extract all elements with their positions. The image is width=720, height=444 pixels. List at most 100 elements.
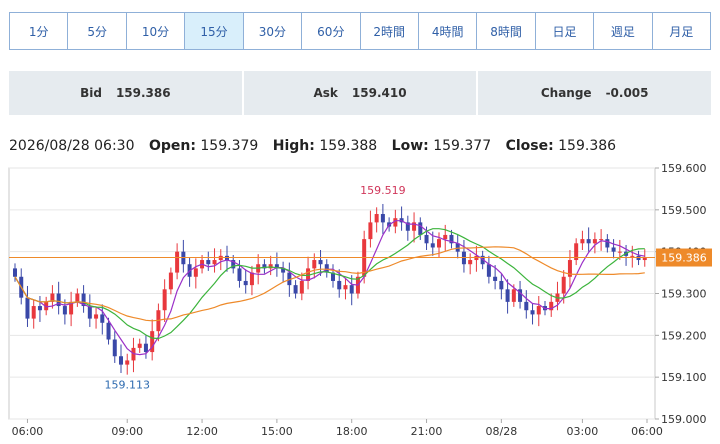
candle [193, 258, 198, 289]
x-tick-label: 15:00 [261, 425, 293, 438]
open-value: 159.379 [200, 138, 259, 154]
candle-body [349, 285, 354, 294]
candle [493, 265, 498, 290]
price-chart[interactable]: 159.600159.500159.400159.300159.200159.1… [0, 160, 720, 444]
candle-body [25, 297, 30, 319]
candle [106, 317, 111, 345]
timeframe-tab[interactable]: 10分 [126, 13, 186, 49]
candle-body [368, 222, 373, 240]
timeframe-tab[interactable]: 月足 [652, 13, 711, 49]
candle-body [62, 306, 67, 315]
candle-body [561, 276, 566, 294]
candle-body [175, 251, 180, 273]
candle-body [231, 260, 236, 269]
candle [374, 207, 379, 233]
candle-body [100, 314, 105, 323]
timeframe-tab[interactable]: 8時間 [477, 13, 536, 49]
candle-body [56, 293, 61, 307]
candle [486, 255, 491, 284]
candle [455, 234, 460, 259]
candle-body [486, 264, 491, 277]
candle [50, 285, 55, 309]
candle-body [374, 214, 379, 223]
candle-body [318, 260, 323, 265]
candle [62, 299, 67, 325]
candle-body [642, 257, 647, 261]
candle-body [162, 289, 167, 311]
candle-body [69, 301, 74, 315]
candle-body [243, 280, 248, 286]
candle [349, 275, 354, 306]
candle [549, 293, 554, 317]
candle-body [75, 293, 80, 302]
candle-body [112, 339, 117, 357]
candle [249, 265, 254, 296]
y-tick-label: 159.600 [661, 162, 707, 175]
candle-body [586, 239, 591, 244]
high-value: 159.388 [319, 138, 378, 154]
y-tick-label: 159.100 [661, 371, 707, 384]
candle [168, 267, 173, 295]
candle-body [599, 239, 604, 241]
candle-body [468, 260, 473, 265]
timeframe-tab[interactable]: 日足 [535, 13, 595, 49]
ma-long-line [14, 246, 645, 322]
candle-body [430, 243, 435, 248]
candle [380, 203, 385, 235]
timeframe-tab[interactable]: 週足 [594, 13, 653, 49]
candle [299, 272, 304, 301]
candle [143, 335, 148, 359]
open-label: Open: [148, 138, 196, 154]
candle-body [455, 243, 460, 252]
candle [505, 279, 510, 314]
candle-body [106, 322, 111, 340]
candle-body [94, 314, 99, 319]
candle-body [37, 306, 42, 311]
timeframe-tab[interactable]: 5分 [68, 13, 127, 49]
x-tick-label: 21:00 [411, 425, 443, 438]
candle [567, 249, 572, 289]
timeframe-tab[interactable]: 30分 [243, 13, 303, 49]
x-tick-label: 08/28 [486, 425, 518, 438]
candle [611, 239, 616, 259]
candle [150, 319, 155, 361]
candle-body [393, 218, 398, 227]
candle-body [437, 239, 441, 248]
candle [119, 344, 123, 373]
candle [56, 281, 61, 315]
high-annotation: 159.519 [360, 184, 406, 197]
timeframe-tab[interactable]: 4時間 [418, 13, 478, 49]
timeframe-tab[interactable]: 15分 [185, 13, 244, 49]
candle [343, 278, 348, 300]
current-price-tag [656, 248, 712, 267]
y-tick-label: 159.500 [661, 204, 707, 217]
timeframe-tab[interactable]: 1分 [10, 13, 69, 49]
timeframe-tabs: 1分 5分 10分 15分 30分 60分 2時間 4時間 8時間 日足 週足 月足 [9, 12, 711, 50]
close-label: Close: [505, 138, 554, 154]
candle-body [150, 331, 155, 353]
candle-body [249, 272, 254, 286]
candle-body [312, 260, 317, 269]
high-label: High: [272, 138, 315, 154]
candle [112, 331, 117, 363]
bid-value: 159.386 [115, 86, 171, 100]
y-tick-label: 159.300 [661, 288, 707, 301]
candle [630, 245, 635, 268]
candle [69, 291, 74, 327]
candle [243, 269, 248, 294]
ohlc-datetime: 2026/08/28 06:30 [9, 138, 135, 154]
candle [94, 307, 99, 329]
candle [324, 259, 329, 278]
candle [605, 234, 610, 253]
candle-body [119, 356, 123, 365]
timeframe-tab[interactable]: 60分 [302, 13, 361, 49]
candle-body [549, 301, 554, 311]
candle-body [611, 247, 616, 252]
candle [586, 227, 591, 252]
candle-body [617, 251, 622, 253]
bid-label: Bid [80, 86, 102, 100]
timeframe-tab[interactable]: 2時間 [360, 13, 419, 49]
candle-body [592, 239, 597, 244]
candle [125, 353, 130, 375]
candle-body [87, 306, 92, 319]
